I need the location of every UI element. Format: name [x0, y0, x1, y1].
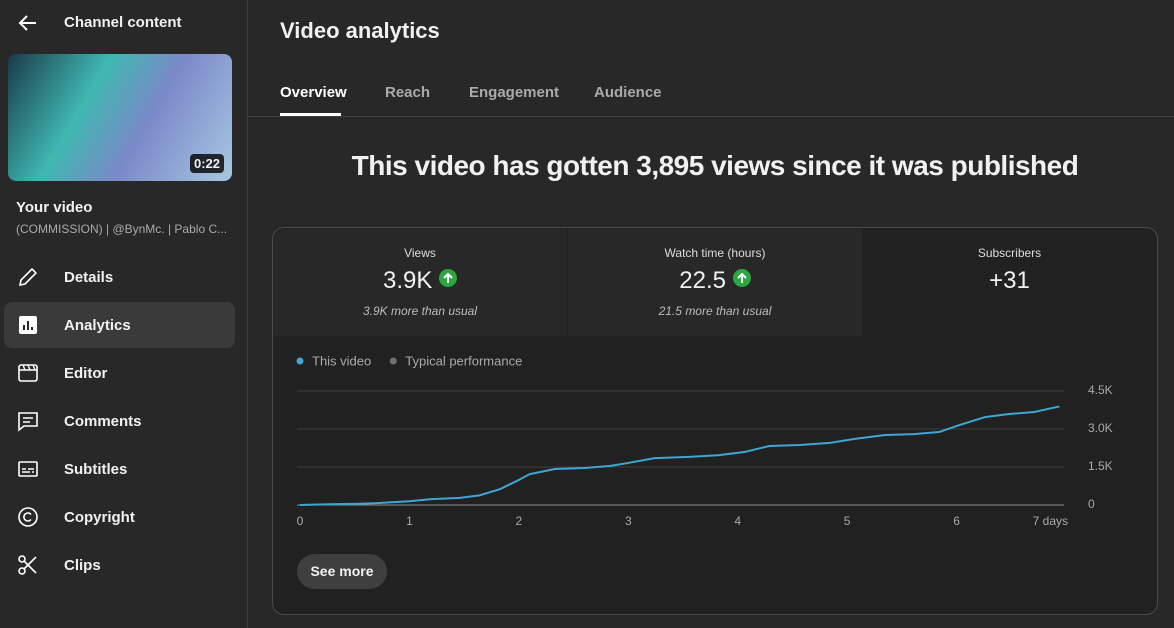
x-tick-label: 0 [297, 514, 304, 528]
nav-item[interactable]: Editor [4, 350, 235, 396]
y-tick-label: 1.5K [1088, 459, 1113, 473]
tab[interactable]: Audience [594, 84, 662, 101]
sidebar-title: Channel content [64, 14, 182, 31]
nav-label: Analytics [64, 317, 131, 334]
tab[interactable]: Overview [280, 84, 347, 101]
thumbnail[interactable]: 0:22 [8, 54, 232, 181]
nav-item[interactable]: Subtitles [4, 446, 235, 492]
y-tick-label: 4.5K [1088, 383, 1113, 397]
tab[interactable]: Engagement [469, 84, 560, 101]
x-tick-label: 2 [516, 514, 523, 528]
metric[interactable]: Views 3.9K 3.9K more than usual [273, 229, 567, 336]
metric-note: 3.9K more than usual [362, 304, 478, 318]
video-label: Your video [16, 199, 93, 216]
metric-value: +31 [989, 267, 1030, 294]
see-more-button[interactable]: See more [297, 554, 387, 589]
nav-item[interactable]: Comments [4, 398, 235, 444]
series-line [299, 405, 1060, 506]
nav-label: Editor [64, 365, 108, 382]
headline: This video has gotten 3,895 views since … [351, 150, 1079, 181]
metric-label: Subscribers [977, 246, 1042, 260]
metric[interactable]: Subscribers +31 [863, 229, 1156, 336]
x-tick-label: 1 [406, 514, 413, 528]
metric[interactable]: Watch time (hours) 22.5 21.5 more than u… [568, 229, 862, 336]
up-icon [439, 269, 458, 287]
metric-note: 21.5 more than usual [658, 304, 772, 318]
page-title: Video analytics [280, 18, 440, 43]
tab-divider [248, 116, 1174, 117]
metric-label: Views [404, 246, 436, 260]
legend-label: This video [312, 353, 371, 368]
x-tick-label: 5 [844, 514, 851, 528]
nav-label: Copyright [64, 509, 135, 526]
metric-value: 3.9K [273, 267, 567, 295]
y-tick-label: 0 [1088, 497, 1095, 511]
sidebar: Channel content 0:22 Your video (COMMISS… [0, 0, 248, 628]
nav-item[interactable]: Clips [4, 542, 235, 588]
metric-value: 22.5 [568, 267, 862, 295]
y-tick-label: 3.0K [1088, 421, 1113, 435]
nav-item[interactable]: Copyright [4, 494, 235, 540]
nav-label: Clips [64, 557, 101, 574]
tab[interactable]: Reach [385, 84, 431, 101]
metric-value-text: 22.5 [679, 267, 727, 294]
metric-value-text: 3.9K [382, 267, 433, 294]
nav-label: Details [64, 269, 114, 286]
legend-dot [389, 357, 397, 365]
legend-label: Typical performance [405, 353, 522, 368]
x-tick-label: 6 [953, 514, 960, 528]
nav-label: Subtitles [64, 461, 128, 478]
duration: 0:22 [189, 154, 224, 173]
nav-label: Comments [64, 413, 142, 430]
nav-item[interactable]: Analytics [4, 302, 235, 348]
x-tick-label: 7 days [1033, 514, 1068, 528]
nav-item[interactable]: Details [4, 254, 235, 300]
tab-underline [280, 113, 341, 116]
up-icon [732, 269, 751, 287]
metric-label: Watch time (hours) [664, 246, 766, 260]
back-icon[interactable] [16, 11, 40, 35]
video-title: (COMMISSION) | @BynMc. | Pablo C... [16, 222, 228, 236]
x-tick-label: 3 [625, 514, 632, 528]
x-tick-label: 4 [734, 514, 741, 528]
chart: This video Typical performance 0 1.5K 3.0K 4.… [296, 353, 1113, 528]
legend-dot [296, 357, 304, 365]
